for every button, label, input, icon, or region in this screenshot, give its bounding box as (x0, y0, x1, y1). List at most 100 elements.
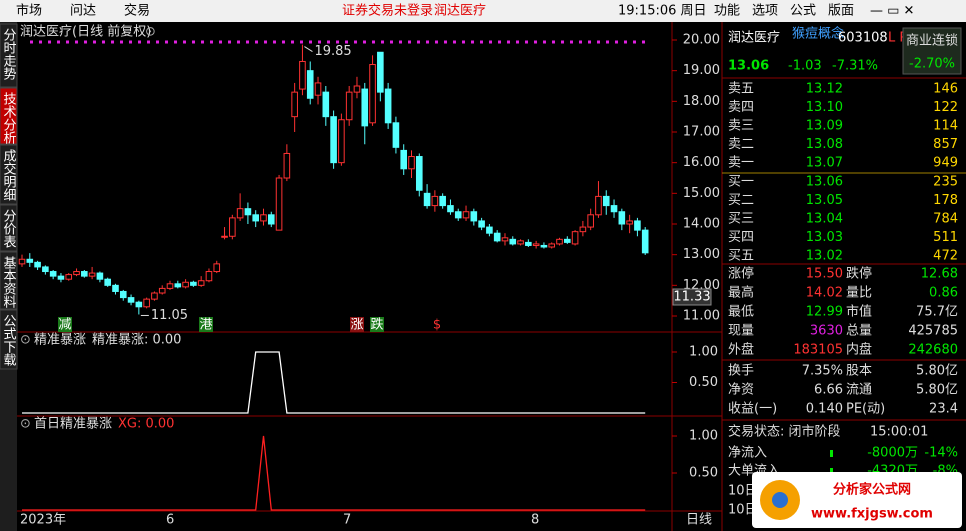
flow-value: -8000万 (867, 446, 918, 461)
settings-icon: ⊙ (20, 417, 31, 432)
candle-body (486, 226, 493, 234)
stat-value: 242680 (908, 343, 958, 358)
candle-body (205, 271, 213, 282)
book-label: 卖一 (728, 156, 754, 171)
window-controls: — ▭ ✕ (870, 4, 914, 19)
menu-item[interactable]: 市场 (16, 3, 42, 19)
trade-time: 15:00:01 (870, 425, 928, 440)
y-tick-label: 0.50 (689, 375, 718, 390)
candle-body (322, 91, 330, 118)
period-label: 日线 (686, 513, 712, 528)
menu-item[interactable]: 选项 (752, 4, 778, 19)
change: -1.03 (788, 59, 822, 74)
book-volume: 472 (933, 249, 958, 264)
stat-label: 最低 (728, 305, 754, 320)
stat-label: 外盘 (728, 342, 754, 358)
tab[interactable]: 基本资料 (1, 256, 17, 308)
menu-item[interactable]: 问达 (70, 4, 96, 19)
flow-label: 净流入 (728, 446, 767, 461)
candle-body (96, 272, 104, 280)
candle-body (525, 241, 532, 246)
candle-body (18, 258, 26, 265)
book-price: 13.02 (806, 249, 843, 264)
candle-body (81, 271, 88, 277)
candle-body (587, 214, 594, 228)
tab-background (0, 144, 18, 205)
stat-value: 183105 (793, 343, 843, 358)
signal: $ (433, 318, 441, 333)
book-label: 买四 (728, 230, 754, 245)
stat-label: 股本 (846, 364, 872, 379)
menu-item[interactable]: 版面 (828, 4, 854, 19)
candle-body (353, 85, 361, 93)
low-label: 11.05 (151, 308, 188, 323)
candle-body (151, 292, 158, 300)
candle-body (462, 211, 470, 219)
stat-value: 0.86 (929, 286, 958, 301)
x-tick-label: 8 (531, 513, 539, 528)
candle-body (540, 244, 548, 248)
menu-item[interactable]: 交易 (124, 3, 150, 19)
indicator-line (22, 351, 646, 414)
menu-item[interactable]: 功能 (714, 4, 740, 19)
tab[interactable]: 成交明细 (1, 149, 17, 201)
candle-body (42, 266, 49, 273)
book-price: 13.09 (806, 119, 843, 134)
book-label: 买三 (728, 212, 754, 227)
stat-value: 0.140 (806, 402, 843, 417)
book-price: 13.06 (806, 175, 843, 190)
candle-body (267, 214, 275, 225)
candle-body (509, 238, 517, 245)
signal: 跌 (370, 317, 383, 333)
sector: 商业连锁 (906, 33, 958, 49)
candle-body (369, 64, 376, 124)
menu-item[interactable]: 公式 (790, 4, 816, 19)
tab[interactable]: 分时走势 (1, 28, 17, 81)
candle-body (190, 281, 197, 286)
candle-body (556, 238, 563, 245)
book-label: 买五 (728, 249, 754, 264)
y-tick-label: 13.00 (683, 247, 720, 262)
x-tick-label: 7 (343, 513, 351, 528)
book-volume: 178 (933, 193, 958, 208)
flow-icon (830, 450, 833, 457)
stat-label: 换手 (728, 364, 754, 379)
indicator-title: 精准暴涨 (34, 333, 86, 348)
status-text: 润达医疗 (434, 4, 486, 19)
candle-body (197, 280, 205, 286)
stat-label: 涨停 (728, 266, 754, 282)
candle-body (548, 243, 556, 248)
candle-body (564, 238, 571, 243)
y-tick-label: 18.00 (683, 94, 720, 109)
stat-label: PE(动) (846, 402, 885, 417)
stat-value: 14.02 (806, 286, 843, 301)
book-volume: 949 (933, 156, 958, 171)
candle-body (236, 208, 244, 219)
stock-code: 603108 (838, 31, 888, 46)
candle-body (330, 116, 337, 164)
candle-body (291, 91, 298, 118)
candle-body (73, 271, 80, 276)
book-volume: 146 (933, 82, 958, 97)
tab[interactable]: 分价表 (1, 209, 17, 248)
high-arrow (304, 46, 313, 53)
indicator-value: 精准暴涨: 0.00 (92, 333, 181, 348)
tab[interactable]: 公式下载 (1, 314, 17, 367)
book-volume: 784 (933, 212, 958, 227)
last-price: 13.06 (728, 59, 769, 74)
settings-icon: ⊙ (20, 333, 31, 348)
candle-body (626, 220, 633, 225)
book-volume: 235 (933, 175, 958, 190)
candle-body (221, 235, 228, 238)
tab[interactable]: 技术分析 (1, 92, 17, 144)
candle-body (517, 240, 524, 245)
candle-body (275, 177, 283, 231)
flow-label: 10日 (728, 503, 758, 518)
y-tick-label: 15.00 (683, 186, 720, 201)
stat-label: 内盘 (846, 342, 872, 358)
candle-body (229, 217, 236, 237)
candle-body (260, 214, 267, 222)
y-tick-label: 1.00 (689, 345, 718, 360)
signal-badge (58, 317, 72, 332)
